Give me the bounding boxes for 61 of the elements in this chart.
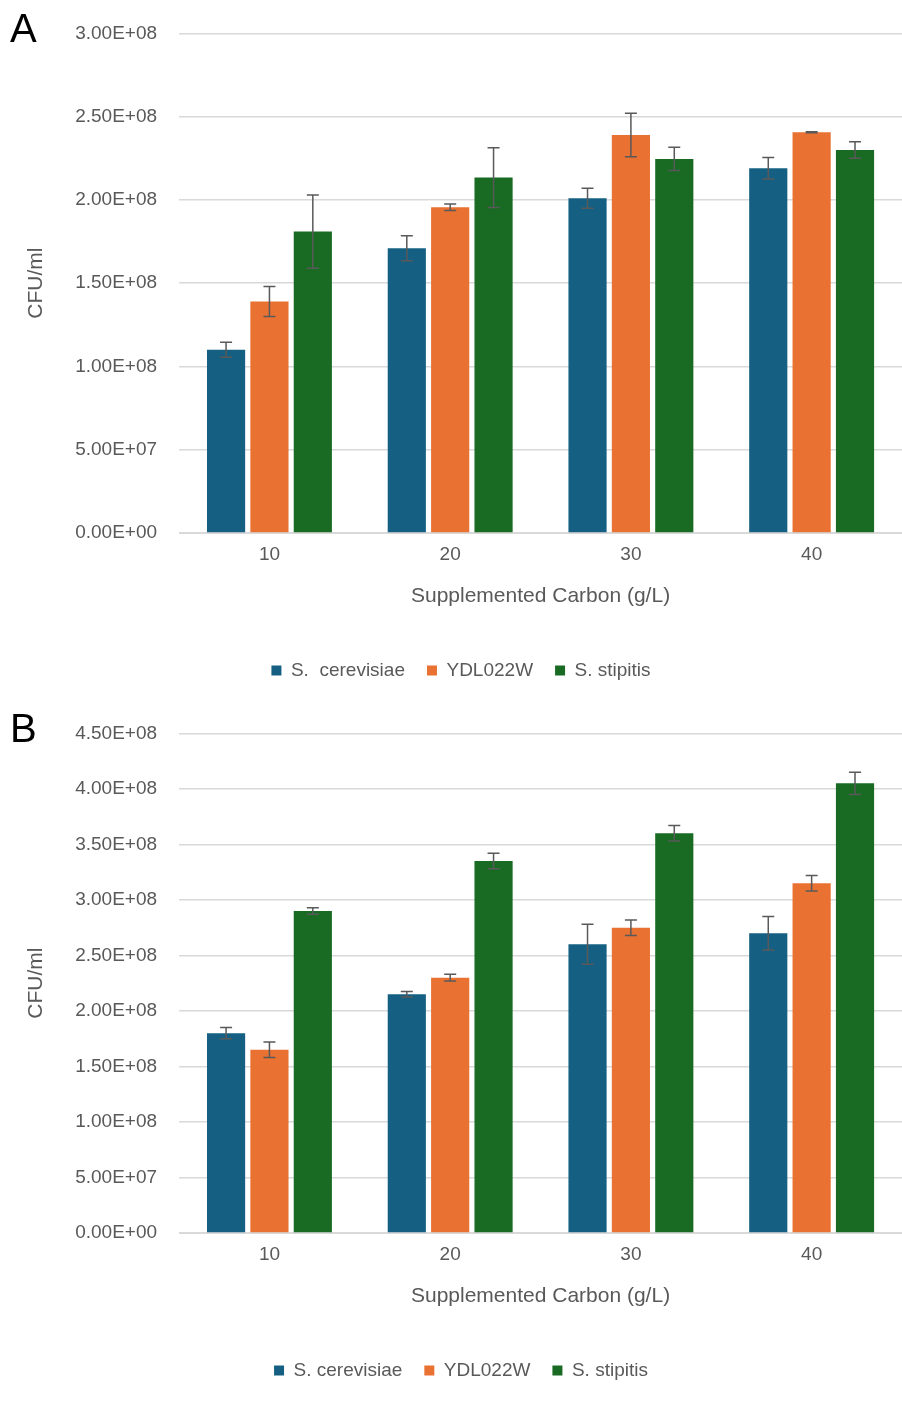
legend-label: YDL022W [446, 658, 534, 680]
y-tick-label: 1.50E+08 [75, 271, 158, 293]
x-tick-label: 40 [801, 1242, 823, 1264]
chart-title: A [10, 6, 37, 51]
y-tick-label: 1.00E+08 [75, 354, 158, 376]
bar [387, 248, 426, 533]
y-tick-label: 2.50E+08 [75, 104, 158, 126]
y-tick-label: 0.00E+00 [75, 521, 158, 543]
x-tick-label: 10 [258, 1242, 281, 1264]
bar [568, 944, 607, 1233]
bar [568, 198, 607, 533]
y-tick-label: 5.00E+07 [75, 437, 158, 459]
bar [431, 207, 470, 533]
bar [835, 149, 875, 533]
bar [293, 911, 332, 1233]
y-tick-label: 1.00E+08 [75, 1110, 158, 1132]
bar [792, 132, 831, 533]
bar [749, 168, 788, 533]
y-axis-title: CFU/ml [23, 947, 47, 1019]
legend-label: S. cerevisiae [290, 658, 405, 680]
bar [293, 231, 332, 533]
bar [655, 833, 694, 1233]
bar [611, 134, 650, 533]
legend-label: S. cerevisiae [293, 1358, 403, 1380]
chart-title: B [10, 706, 37, 751]
bar [206, 349, 246, 533]
bar [250, 1049, 289, 1233]
bar [611, 927, 650, 1233]
bar [749, 933, 788, 1233]
bar [206, 1033, 246, 1233]
bar [792, 883, 831, 1233]
y-tick-label: 2.00E+08 [75, 188, 158, 210]
x-tick-label: 20 [439, 1242, 461, 1264]
y-tick-label: 2.00E+08 [75, 999, 158, 1021]
legend-label: S. stipitis [571, 1358, 648, 1380]
y-tick-label: 4.50E+08 [75, 721, 158, 743]
y-tick-label: 4.00E+08 [75, 777, 158, 799]
y-tick-label: 5.00E+07 [75, 1165, 158, 1187]
y-tick-label: 2.50E+08 [75, 943, 158, 965]
bar [835, 783, 875, 1233]
bar [474, 861, 513, 1233]
x-tick-label: 30 [620, 1242, 642, 1264]
bar [655, 158, 694, 533]
x-tick-label: 30 [620, 542, 642, 564]
x-axis-title: Supplemented Carbon (g/L) [410, 583, 671, 607]
y-tick-label: 3.00E+08 [75, 21, 158, 43]
y-tick-label: 0.00E+00 [75, 1221, 158, 1243]
y-tick-label: 3.50E+08 [75, 832, 158, 854]
y-axis-title: CFU/ml [23, 247, 47, 319]
legend-label: YDL022W [443, 1358, 531, 1380]
y-tick-label: 1.50E+08 [75, 1054, 158, 1076]
legend-label: S. stipitis [574, 658, 651, 680]
x-tick-label: 20 [439, 542, 461, 564]
x-axis-title: Supplemented Carbon (g/L) [410, 1283, 671, 1307]
y-tick-label: 3.00E+08 [75, 888, 158, 910]
bar [387, 994, 426, 1233]
bar [250, 301, 289, 533]
bar [474, 177, 513, 533]
bar [431, 977, 470, 1233]
x-tick-label: 40 [801, 542, 823, 564]
x-tick-label: 10 [258, 542, 281, 564]
